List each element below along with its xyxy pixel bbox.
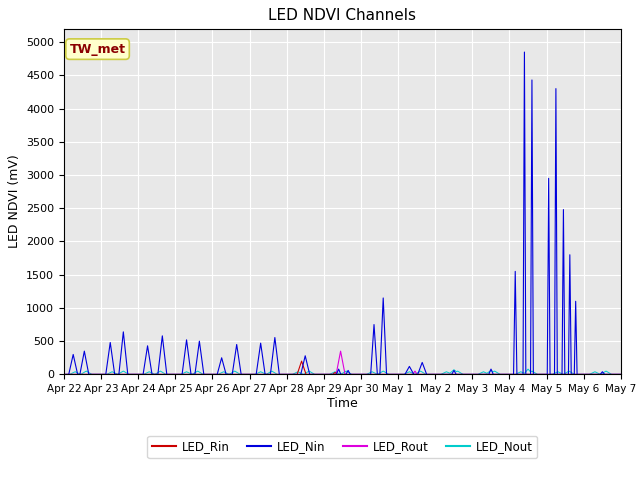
LED_Nout [60,372,68,377]
LED_Rin [499,372,506,377]
LED_Nin [520,49,528,55]
LED_Nin [60,372,68,377]
Title: LED NDVI Channels: LED NDVI Channels [268,9,417,24]
LED_Nout [331,369,339,375]
LED_Rin [601,372,609,377]
LED_Nout [601,369,609,375]
LED_Rout [88,372,96,377]
LED_Rin [601,372,609,377]
LED_Nout [524,366,532,372]
LED_Rin [316,372,324,377]
LED_Nout [499,372,506,377]
LED_Nin [316,372,324,377]
LED_Rin [331,370,339,375]
LED_Nin [499,372,506,377]
Line: LED_Rin: LED_Rin [64,361,621,374]
LED_Rout [617,372,625,377]
LED_Nin [601,372,609,377]
Y-axis label: LED NDVI (mV): LED NDVI (mV) [8,155,20,249]
LED_Rout [316,372,324,377]
X-axis label: Time: Time [327,397,358,410]
LED_Rin [88,372,96,377]
LED_Rin [60,372,68,377]
LED_Rout [331,372,339,377]
LED_Rin [617,372,625,377]
LED_Nout [316,372,324,377]
LED_Rout [601,372,609,377]
LED_Rout [60,372,68,377]
LED_Rin [298,358,305,364]
Line: LED_Nin: LED_Nin [64,52,621,374]
LED_Nout [617,372,625,377]
LED_Nin [88,372,96,377]
LED_Nin [601,372,609,377]
LED_Rout [337,348,344,354]
LED_Rout [601,372,609,377]
Text: TW_met: TW_met [70,43,125,56]
LED_Nout [601,369,609,374]
LED_Nin [331,372,339,377]
LED_Rout [499,372,506,377]
Line: LED_Nout: LED_Nout [64,369,621,374]
Legend: LED_Rin, LED_Nin, LED_Rout, LED_Nout: LED_Rin, LED_Nin, LED_Rout, LED_Nout [147,435,538,458]
LED_Nin [617,372,625,377]
Line: LED_Rout: LED_Rout [64,351,621,374]
LED_Nout [88,372,96,377]
